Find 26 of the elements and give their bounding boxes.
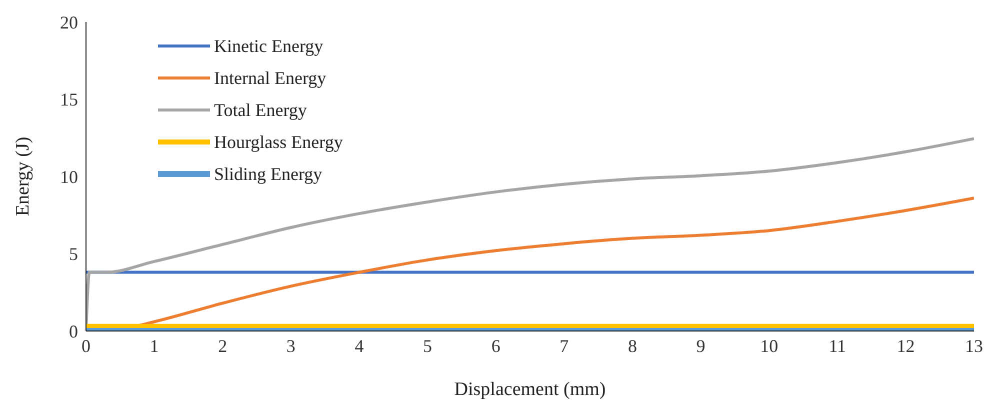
x-tick-label: 11 <box>828 336 846 356</box>
x-tick-label: 7 <box>560 336 569 356</box>
y-tick-label: 5 <box>69 244 78 264</box>
x-tick-label: 9 <box>696 336 706 356</box>
x-tick-label: 2 <box>218 336 228 356</box>
y-tick-label: 10 <box>60 166 78 187</box>
legend-label: Sliding Energy <box>214 164 322 184</box>
x-tick-label: 6 <box>491 336 500 356</box>
y-tick-label: 20 <box>60 12 78 32</box>
y-axis-title: Energy (J) <box>12 136 34 216</box>
y-tick-label: 15 <box>60 90 78 110</box>
x-tick-label: 8 <box>628 336 637 356</box>
x-tick-label: 12 <box>896 336 915 356</box>
x-tick-label: 3 <box>286 336 296 356</box>
x-tick-label: 0 <box>82 336 90 356</box>
legend-label: Hourglass Energy <box>214 132 343 152</box>
x-tick-label: 13 <box>965 336 983 356</box>
x-axis-title: Displacement (mm) <box>454 379 606 400</box>
x-tick-label: 4 <box>354 336 364 356</box>
legend-label: Internal Energy <box>214 68 326 88</box>
y-tick-label: 0 <box>69 321 78 342</box>
x-tick-label: 5 <box>423 336 432 356</box>
legend-label: Kinetic Energy <box>214 36 324 56</box>
x-tick-label: 1 <box>150 336 159 356</box>
x-tick-label: 10 <box>760 336 778 356</box>
legend-label: Total Energy <box>214 100 307 120</box>
